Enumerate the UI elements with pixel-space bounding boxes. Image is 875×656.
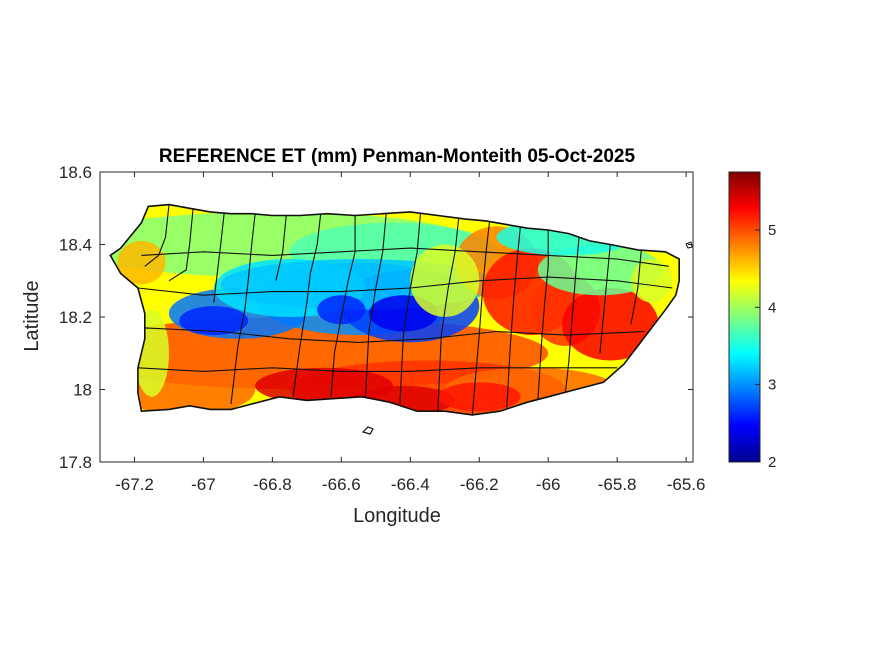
x-axis-label: Longitude — [353, 505, 441, 527]
y-tick-label: 18 — [73, 381, 92, 400]
municipality-boundary — [144, 204, 170, 267]
municipality-boundary — [275, 215, 287, 281]
y-tick-label: 18.4 — [59, 236, 92, 255]
x-tick-label: -67.2 — [115, 475, 154, 494]
municipality-boundary — [213, 213, 225, 303]
municipality-boundary — [537, 230, 549, 401]
x-tick-label: -66.8 — [253, 475, 292, 494]
et-region — [437, 382, 521, 412]
et-region — [179, 306, 249, 336]
island-coastline — [109, 203, 680, 416]
municipality-boundary — [292, 213, 322, 397]
municipality-boundary — [141, 247, 669, 267]
x-axis: -67.2 -67 -66.8 -66.6 -66.4 -66.2 -66 -65.8 -65.… — [115, 172, 705, 494]
colorbar-tick-label: 3 — [768, 377, 776, 394]
small-islands — [361, 241, 693, 435]
y-tick-label: 18.6 — [59, 163, 92, 182]
colorbar-tick-label: 4 — [768, 299, 776, 316]
colorbar-tick-label: 2 — [768, 454, 776, 471]
municipality-boundary — [364, 213, 387, 397]
municipality-boundary — [137, 276, 673, 296]
municipality-boundary — [437, 219, 460, 412]
colorbar — [728, 171, 761, 463]
y-tick-label: 17.8 — [59, 453, 92, 472]
et-region — [630, 259, 673, 303]
et-region — [317, 295, 366, 325]
y-axis-label: Latitude — [21, 280, 43, 351]
x-tick-label: -66 — [536, 475, 561, 494]
municipality-boundary — [506, 224, 522, 408]
colorbar-ticks: 2 3 4 5 — [755, 222, 776, 471]
x-tick-label: -65.8 — [598, 475, 637, 494]
municipality-boundary — [599, 244, 611, 354]
municipality-boundary — [330, 215, 356, 397]
municipality-boundary — [471, 220, 491, 415]
y-tick-label: 18.2 — [59, 308, 92, 327]
x-tick-label: -67 — [191, 475, 216, 494]
et-region — [410, 244, 480, 317]
caja-de-muertos-island — [361, 426, 374, 435]
municipality-boundary — [564, 235, 580, 394]
municipality-boundary — [137, 367, 618, 372]
municipality-boundary — [230, 213, 256, 405]
x-tick-label: -66.4 — [391, 475, 430, 494]
x-tick-label: -66.2 — [460, 475, 499, 494]
x-tick-label: -65.6 — [667, 475, 706, 494]
chart-title: REFERENCE ET (mm) Penman-Monteith 05-Oct… — [159, 146, 636, 167]
et-region — [117, 240, 166, 285]
y-axis: 17.8 18 18.2 18.4 18.6 — [59, 163, 693, 472]
municipality-boundary — [144, 327, 645, 343]
municipality-boundaries — [137, 204, 673, 415]
x-tick-label: -66.6 — [322, 475, 361, 494]
municipality-boundary — [168, 208, 194, 282]
colorbar-tick-label: 5 — [768, 222, 776, 239]
